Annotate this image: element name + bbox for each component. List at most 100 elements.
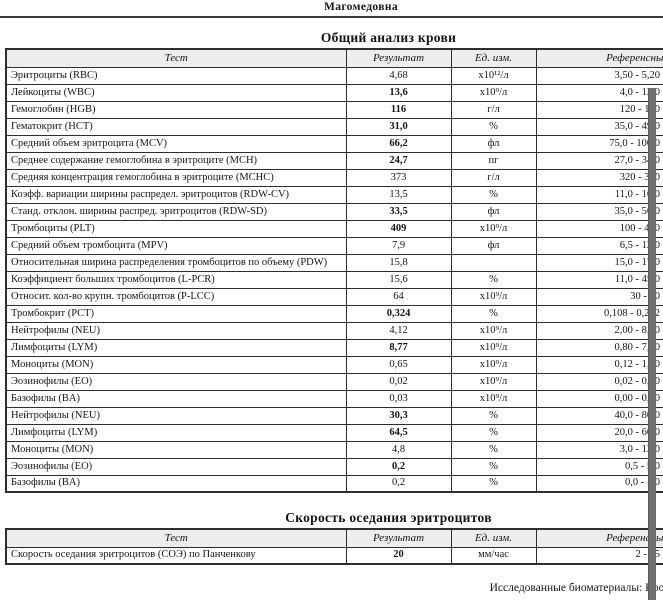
test-name-cell: Нейтрофилы (NEU) [5,321,347,340]
column-header-reference: Референсные значения [535,528,663,548]
test-name-cell: Тромбоциты (PLT) [5,219,347,238]
unit-cell: % [450,304,537,323]
test-name-cell: Моноциты (MON) [5,355,347,374]
unit-cell: % [450,270,537,289]
unit-cell: x10⁹/л [450,389,537,408]
reference-range-cell: 27,0 - 34,0 [535,151,663,170]
reference-range-cell: 2,00 - 8,00 [535,321,663,340]
test-name-cell: Гемоглобин (HGB) [5,100,347,119]
column-header-result: Результат [345,528,452,548]
test-name-cell: Эозинофилы (EO) [5,457,347,476]
reference-range-cell: 320 - 380 [535,168,663,187]
scrollbar-thumb[interactable] [648,88,656,600]
table-row: Тромбокрит (PCT) 0,324% 0,108 - 0,282 [5,304,663,323]
table-row: Эозинофилы (EO) 0,2% 0,5 - 5,0 [5,457,663,476]
table-row: Среднее содержание гемоглобина в эритроц… [5,151,663,170]
result-cell: 0,03 [345,389,452,408]
reference-range-cell: 15,0 - 17,0 [535,253,663,272]
test-name-cell: Средний объем эритроцита (MCV) [5,134,347,153]
reference-range-cell: 35,0 - 56,0 [535,202,663,221]
result-cell: 0,2 [345,474,452,493]
reference-range-cell: 3,0 - 12,0 [535,440,663,459]
reference-range-cell: 11,0 - 45,0 [535,270,663,289]
reference-range-cell: 11,0 - 16,0 [535,185,663,204]
unit-cell: x10⁹/л [450,83,537,102]
unit-cell: г/л [450,100,537,119]
result-cell: 13,6 [345,83,452,102]
table-row: Нейтрофилы (NEU) 30,3% 40,0 - 80,0 [5,406,663,425]
unit-cell: % [450,474,537,493]
unit-cell: мм/час [450,546,537,565]
table-row: Лейкоциты (WBC) 13,6 x10⁹/л 4,0 - 12,0 [5,83,663,102]
table-row: Относит. кол-во крупн. тромбоцитов (P-LC… [5,287,663,306]
unit-cell: % [450,117,537,136]
table-row: Средняя концентрация гемоглобина в эритр… [5,168,663,187]
result-cell: 64,5 [345,423,452,442]
result-cell: 116 [345,100,452,119]
reference-range-cell: 75,0 - 100,0 [535,134,663,153]
test-name-cell: Тромбокрит (PCT) [5,304,347,323]
test-name-cell: Средний объем тромбоцита (MPV) [5,236,347,255]
table-row: Моноциты (MON) 0,65 x10⁹/л 0,12 - 1,20 [5,355,663,374]
table-row: Эозинофилы (EO) 0,02 x10⁹/л 0,02 - 0,80 [5,372,663,391]
table-row: Средний объем тромбоцита (MPV) 7,9 фл 6,5 -… [5,236,663,255]
reference-range-cell: 3,50 - 5,20 [535,66,663,85]
table-row: Гемоглобин (HGB) 116 г/л 120 - 160 [5,100,663,119]
test-name-cell: Базофилы (BA) [5,474,347,493]
unit-cell: % [450,423,537,442]
table-row: Гематокрит (HCT) 31,0% 35,0 - 49,0 [5,117,663,136]
table-row: Эритроциты (RBC) 4,68 x10¹²/л 3,50 - 5,20 [5,66,663,85]
test-name-cell: Скорость оседания эритроцитов (СОЭ) по П… [5,546,347,565]
unit-cell: % [450,440,537,459]
result-cell: 0,324 [345,304,452,323]
table-header-row: Тест Результат Ед. изм. Референсные знач… [5,528,663,548]
result-cell: 373 [345,168,452,187]
result-cell: 4,8 [345,440,452,459]
unit-cell: x10⁹/л [450,355,537,374]
unit-cell: г/л [450,168,537,187]
column-header-unit: Ед. изм. [450,528,537,548]
test-name-cell: Эозинофилы (EO) [5,372,347,391]
reference-range-cell: 2 - 15 [535,546,663,565]
result-cell: 15,8 [345,253,452,272]
result-cell: 33,5 [345,202,452,221]
result-cell: 4,12 [345,321,452,340]
unit-cell: фл [450,236,537,255]
test-name-cell: Относительная ширина распределения тромб… [5,253,347,272]
unit-cell: % [450,457,537,476]
reference-range-cell: 0,0 - 1,0 [535,474,663,493]
unit-cell: x10⁹/л [450,321,537,340]
reference-range-cell: 40,0 - 80,0 [535,406,663,425]
test-name-cell: Лимфоциты (LYM) [5,338,347,357]
column-header-unit: Ед. изм. [450,48,537,68]
test-name-cell: Относит. кол-во крупн. тромбоцитов (P-LC… [5,287,347,306]
reference-range-cell: 0,02 - 0,80 [535,372,663,391]
unit-cell: x10⁹/л [450,219,537,238]
header-divider [0,16,663,18]
test-name-cell: Гематокрит (HCT) [5,117,347,136]
result-cell: 64 [345,287,452,306]
result-cell: 13,5 [345,185,452,204]
result-cell: 8,77 [345,338,452,357]
esr-results-table: Тест Результат Ед. изм. Референсные знач… [5,528,663,565]
test-name-cell: Нейтрофилы (NEU) [5,406,347,425]
unit-cell: % [450,406,537,425]
unit-cell: пг [450,151,537,170]
unit-cell: x10⁹/л [450,338,537,357]
unit-cell: x10⁹/л [450,287,537,306]
test-name-cell: Станд. отклон. ширины распред. эритроцит… [5,202,347,221]
unit-cell: фл [450,202,537,221]
unit-cell [450,253,537,272]
result-cell: 24,7 [345,151,452,170]
test-name-cell: Средняя концентрация гемоглобина в эритр… [5,168,347,187]
test-name-cell: Коэфф. вариации ширины распредел. эритро… [5,185,347,204]
result-cell: 15,6 [345,270,452,289]
result-cell: 7,9 [345,236,452,255]
result-cell: 0,2 [345,457,452,476]
result-cell: 0,02 [345,372,452,391]
table-row: Коэффициент больших тромбоцитов (L-PCR) 1… [5,270,663,289]
table-row: Тромбоциты (PLT) 409 x10⁹/л 100 - 400 [5,219,663,238]
table-row: Относительная ширина распределения тромб… [5,253,663,272]
test-name-cell: Эритроциты (RBC) [5,66,347,85]
